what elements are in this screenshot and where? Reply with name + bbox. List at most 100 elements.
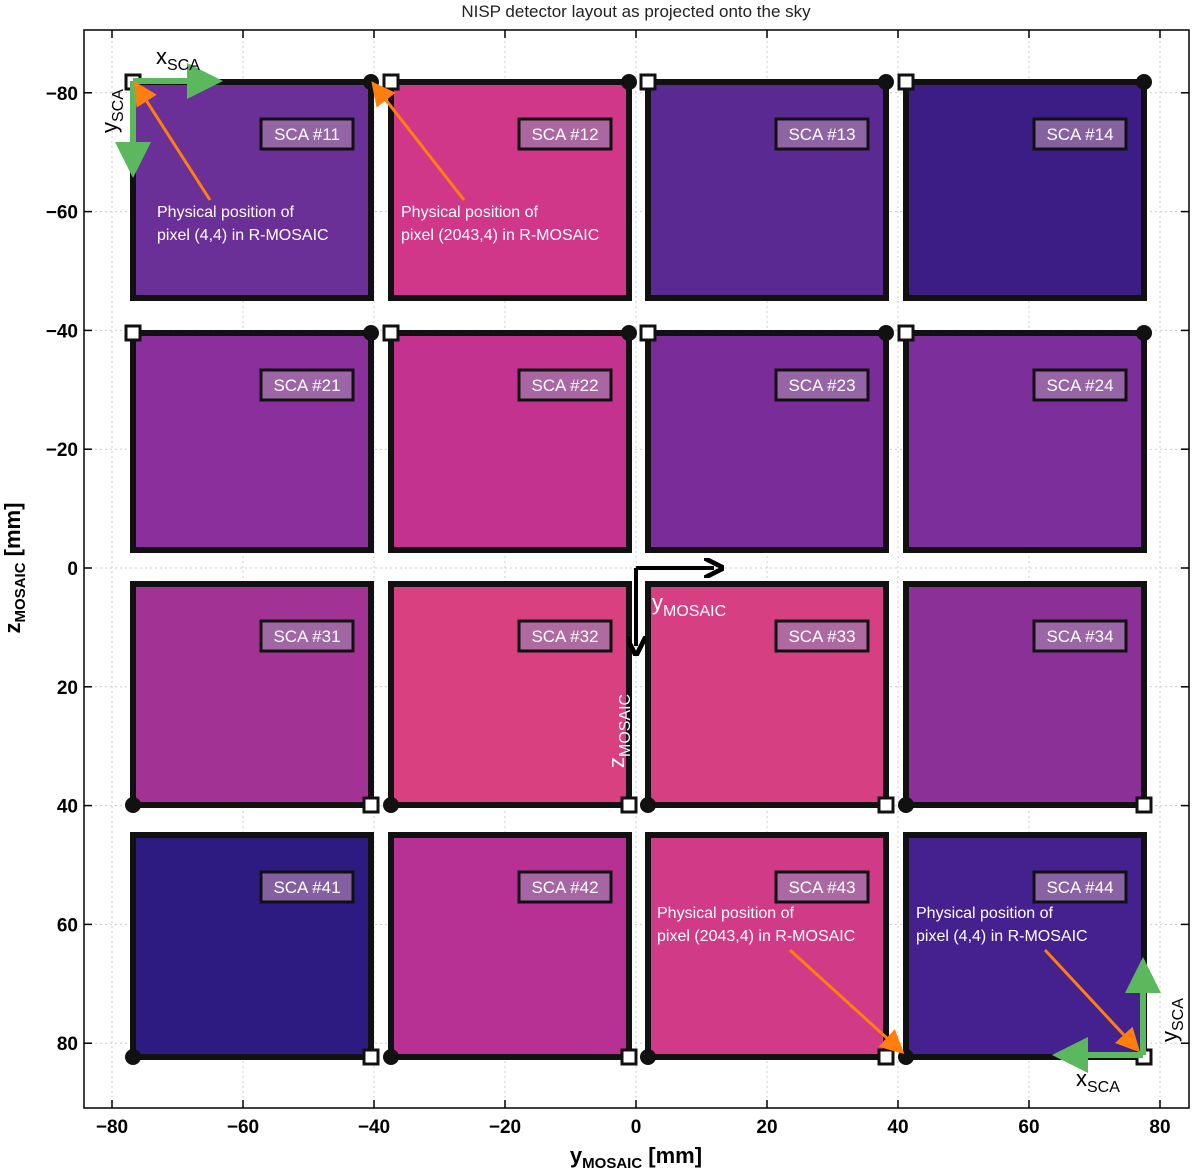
square-marker	[382, 324, 400, 342]
detector-sca: SCA #34	[903, 581, 1147, 808]
detector-panel	[645, 832, 889, 1060]
x-tick-label: −60	[227, 1117, 259, 1138]
y-sca-label: ySCA	[97, 89, 127, 133]
annotation-sca44: Physical position of pixel (4,4) in R-MO…	[916, 905, 1141, 1053]
y-axis-label: zMOSAIC [mm]	[0, 503, 29, 634]
sca-label: SCA #24	[1046, 376, 1113, 395]
detector-panel	[903, 330, 1147, 553]
pointer-arrow	[133, 80, 212, 201]
y-tick-label: −60	[46, 203, 78, 224]
detector-sca: SCA #23	[645, 330, 889, 553]
annotation-line2: pixel (2043,4) in R-MOSAIC	[401, 227, 599, 244]
sca-label: SCA #11	[274, 125, 340, 144]
circle-marker	[640, 797, 656, 813]
square-marker	[897, 324, 915, 342]
detector-panel	[130, 79, 374, 301]
sca-label-box	[1032, 870, 1128, 904]
x-tick-label: 40	[887, 1117, 908, 1138]
detector-panel	[388, 330, 632, 553]
pointer-arrow	[1043, 948, 1141, 1053]
sca-label: SCA #22	[531, 376, 598, 395]
circle-marker	[1136, 325, 1152, 341]
pointer-arrow	[788, 948, 905, 1055]
detector-panel	[130, 832, 374, 1060]
detector-sca: SCA #33	[645, 581, 889, 808]
x-tick-label: −80	[96, 1117, 128, 1138]
y-mosaic-label: yMOSAIC	[652, 590, 726, 620]
circle-marker	[898, 797, 914, 813]
sca-label-box	[259, 117, 355, 151]
x-tick-label: 60	[1018, 1117, 1039, 1138]
sca-label: SCA #32	[531, 627, 598, 646]
square-marker	[877, 796, 895, 814]
x-tick-label: 0	[631, 1117, 642, 1138]
circle-marker	[621, 74, 637, 90]
sca-label-box	[1032, 117, 1128, 151]
square-marker	[897, 73, 915, 91]
detector-panel	[645, 79, 889, 301]
sca-label-box	[774, 870, 870, 904]
square-marker	[639, 324, 657, 342]
detector-panel	[130, 581, 374, 808]
sca-label: SCA #44	[1046, 878, 1113, 897]
detector-sca: SCA #32	[388, 581, 632, 808]
annotation-sca11: Physical position of pixel (4,4) in R-MO…	[133, 80, 329, 244]
detector-sca: SCA #13	[645, 79, 889, 301]
circle-marker	[383, 797, 399, 813]
sca-label: SCA #41	[273, 878, 340, 897]
square-marker	[620, 796, 638, 814]
detector-sca: SCA #31	[130, 581, 374, 808]
detector-panel	[388, 832, 632, 1060]
detector-sca: SCA #43	[645, 832, 889, 1060]
y-sca-label-br: ySCA	[1157, 998, 1187, 1042]
circle-marker	[125, 797, 141, 813]
detector-panel	[388, 581, 632, 808]
x-tick-label: 20	[756, 1117, 777, 1138]
circle-marker	[125, 1049, 141, 1065]
detector-sca: SCA #41	[130, 832, 374, 1060]
square-marker	[1135, 796, 1153, 814]
detector-sca: SCA #14	[903, 79, 1147, 301]
x-axis-label: yMOSAIC [mm]	[570, 1143, 702, 1169]
sca-label-box	[517, 117, 613, 151]
annotation-line2: pixel (2043,4) in R-MOSAIC	[657, 928, 855, 945]
detector-sca: SCA #44	[903, 832, 1147, 1060]
circle-marker	[363, 325, 379, 341]
annotation-line2: pixel (4,4) in R-MOSAIC	[916, 928, 1088, 945]
axis-ticks: −80 −60 −40 −20 0 20 40 60 80 −80 −60 −40 −20 0 20 40 60…	[46, 30, 1189, 1138]
circle-marker	[1136, 74, 1152, 90]
y-tick-label: −40	[46, 321, 78, 342]
circle-marker	[878, 325, 894, 341]
sca-label-box	[517, 619, 613, 653]
detector-sca: SCA #21	[130, 330, 374, 553]
sca-label-box	[1032, 368, 1128, 402]
circle-marker	[898, 1049, 914, 1065]
sca-label-box	[774, 117, 870, 151]
sca-label: SCA #14	[1046, 125, 1113, 144]
annotation-line2: pixel (4,4) in R-MOSAIC	[157, 227, 329, 244]
y-tick-label: 40	[57, 797, 78, 818]
sca-label: SCA #21	[273, 376, 340, 395]
x-sca-label: xSCA	[156, 44, 200, 74]
sca-label: SCA #42	[531, 878, 598, 897]
detector-sca: SCA #42	[388, 832, 632, 1060]
square-marker	[620, 1048, 638, 1066]
x-tick-label: −20	[489, 1117, 521, 1138]
y-tick-label: 0	[67, 559, 78, 580]
y-tick-label: 80	[57, 1034, 78, 1055]
circle-marker	[640, 1049, 656, 1065]
x-tick-label: −40	[358, 1117, 390, 1138]
detector-panel	[130, 330, 374, 553]
sca-label: SCA #23	[788, 376, 855, 395]
sca-label-box	[517, 870, 613, 904]
annotation-line1: Physical position of	[657, 905, 795, 922]
sca-label-box	[517, 368, 613, 402]
sca-label: SCA #34	[1046, 627, 1113, 646]
detector-panel	[903, 581, 1147, 808]
detector-sca: SCA #24	[903, 330, 1147, 553]
detector-panel	[388, 79, 632, 301]
circle-marker	[878, 74, 894, 90]
annotation-sca43: Physical position of pixel (2043,4) in R…	[657, 905, 905, 1055]
detector-grid: SCA #11 SCA #12 SCA #13 SCA #14 SCA #21 SCA #…	[130, 79, 1147, 1060]
